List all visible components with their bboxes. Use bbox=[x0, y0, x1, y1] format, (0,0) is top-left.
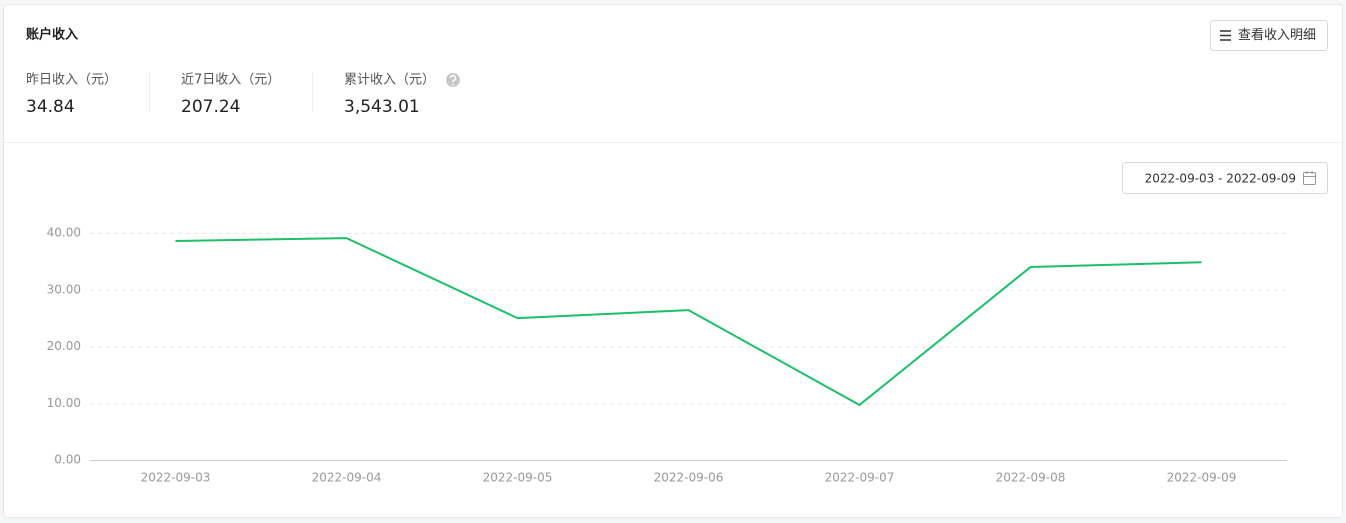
help-glyph bbox=[449, 74, 457, 83]
button-label[interactable]: 查看收入明细 bbox=[1238, 27, 1316, 43]
stat-label: 近7日收入（元） bbox=[181, 73, 280, 88]
y-tick-label: 40.00 bbox=[47, 226, 81, 240]
x-tick-label: 2022-09-04 bbox=[312, 471, 382, 485]
x-tick-label: 2022-09-07 bbox=[825, 471, 895, 485]
date-picker[interactable]: 2022-09-03 - 2022-09-09 bbox=[1122, 162, 1328, 194]
x-tick-label: 2022-09-03 bbox=[141, 471, 211, 485]
x-tick-label: 2022-09-05 bbox=[483, 471, 553, 485]
stat-value: 3,543.01 bbox=[344, 97, 420, 117]
date-frame[interactable] bbox=[1122, 162, 1328, 194]
x-tick-label: 2022-09-09 bbox=[1167, 471, 1237, 485]
stat-label: 累计收入（元） bbox=[344, 73, 435, 88]
y-tick-label: 10.00 bbox=[47, 396, 81, 410]
line-series bbox=[175, 237, 1202, 406]
y-tick-label: 0.00 bbox=[54, 453, 81, 467]
x-tick-label: 2022-09-08 bbox=[996, 471, 1066, 485]
calendar-icon bbox=[1303, 171, 1316, 185]
help-circle[interactable] bbox=[446, 73, 460, 87]
y-tick-label: 30.00 bbox=[47, 282, 81, 296]
card-title: 账户收入 bbox=[26, 27, 78, 43]
x-tick-label: 2022-09-06 bbox=[654, 471, 724, 485]
menu-icon bbox=[1220, 30, 1231, 41]
button-frame[interactable] bbox=[1210, 20, 1328, 51]
y-tick-label: 20.00 bbox=[47, 339, 81, 353]
help-dot bbox=[452, 83, 454, 86]
stat-label: 昨日收入（元） bbox=[26, 73, 117, 88]
help-icon[interactable] bbox=[446, 73, 460, 87]
stat-value: 207.24 bbox=[181, 97, 240, 117]
card bbox=[3, 4, 1343, 518]
detail-button[interactable]: 查看收入明细 bbox=[1210, 20, 1328, 51]
date-range[interactable]: 2022-09-03 - 2022-09-09 bbox=[1145, 172, 1296, 186]
stat-value: 34.84 bbox=[26, 97, 75, 117]
